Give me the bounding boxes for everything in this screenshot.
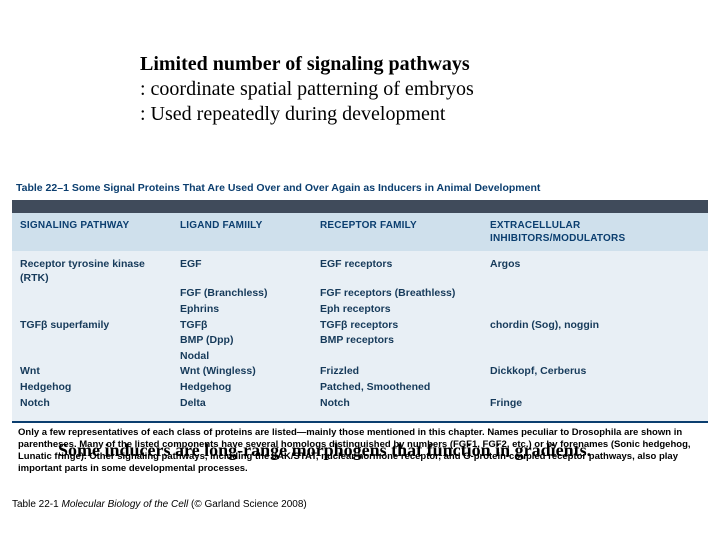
table-cell — [320, 349, 490, 365]
table-cell: Dickkopf, Cerberus — [490, 364, 702, 380]
table-cell: Hedgehog — [20, 380, 180, 396]
table-cell: Nodal — [180, 349, 320, 365]
slide: Limited number of signaling pathways : c… — [0, 0, 720, 540]
table-cell: BMP receptors — [320, 333, 490, 349]
table-cell: Wnt (Wingless) — [180, 364, 320, 380]
table-cell: EGF — [180, 257, 320, 286]
table-body: Receptor tyrosine kinase (RTK)EGFEGF rec… — [12, 251, 708, 421]
source-credit: Table 22-1 Molecular Biology of the Cell… — [12, 499, 307, 510]
table-cell — [20, 302, 180, 318]
table-caption-label: Table 22–1 — [16, 182, 69, 194]
table-cell: Wnt — [20, 364, 180, 380]
col-header: EXTRACELLULAR INHIBITORS/MODULATORS — [490, 218, 702, 246]
table-cell: FGF (Branchless) — [180, 286, 320, 302]
table-cell — [490, 380, 702, 396]
heading-title: Limited number of signaling pathways — [140, 52, 474, 77]
heading-line-1: : coordinate spatial patterning of embry… — [140, 77, 474, 102]
table-cell: TGFβ superfamily — [20, 318, 180, 334]
table-header-row: SIGNALING PATHWAY LIGAND FAMIILY RECEPTO… — [12, 213, 708, 251]
table-cell — [20, 333, 180, 349]
table-caption-text: Some Signal Proteins That Are Used Over … — [72, 182, 541, 194]
table-cell: chordin (Sog), noggin — [490, 318, 702, 334]
table-cell — [490, 302, 702, 318]
table-caption: Table 22–1 Some Signal Proteins That Are… — [12, 180, 708, 200]
table-cell: FGF receptors (Breathless) — [320, 286, 490, 302]
table-cell — [490, 349, 702, 365]
table-cell — [20, 286, 180, 302]
table-cell: Hedgehog — [180, 380, 320, 396]
col-header: RECEPTOR FAMILY — [320, 218, 490, 246]
table-cell: Notch — [320, 396, 490, 412]
credit-book: Molecular Biology of the Cell — [61, 499, 188, 510]
table-cell: Argos — [490, 257, 702, 286]
table-top-rule — [12, 200, 708, 213]
col-header: LIGAND FAMIILY — [180, 218, 320, 246]
table-cell — [490, 286, 702, 302]
table-cell: TGFβ — [180, 318, 320, 334]
table-cell: Frizzled — [320, 364, 490, 380]
table-cell: Delta — [180, 396, 320, 412]
signal-proteins-table: Table 22–1 Some Signal Proteins That Are… — [12, 180, 708, 474]
table-cell: BMP (Dpp) — [180, 333, 320, 349]
table-cell: Ephrins — [180, 302, 320, 318]
table-cell: EGF receptors — [320, 257, 490, 286]
table-cell — [20, 349, 180, 365]
credit-label: Table 22-1 — [12, 499, 59, 510]
table-cell: Receptor tyrosine kinase (RTK) — [20, 257, 180, 286]
heading-line-2: : Used repeatedly during development — [140, 102, 474, 127]
table-cell: TGFβ receptors — [320, 318, 490, 334]
table-cell: Eph receptors — [320, 302, 490, 318]
table-cell: Patched, Smoothened — [320, 380, 490, 396]
bottom-summary-text: Some inducers are long-range morphogens … — [58, 440, 690, 461]
table-cell — [490, 333, 702, 349]
col-header: SIGNALING PATHWAY — [20, 218, 180, 246]
heading-block: Limited number of signaling pathways : c… — [140, 52, 474, 127]
table-cell: Notch — [20, 396, 180, 412]
table-cell: Fringe — [490, 396, 702, 412]
credit-rest: (© Garland Science 2008) — [191, 499, 307, 510]
